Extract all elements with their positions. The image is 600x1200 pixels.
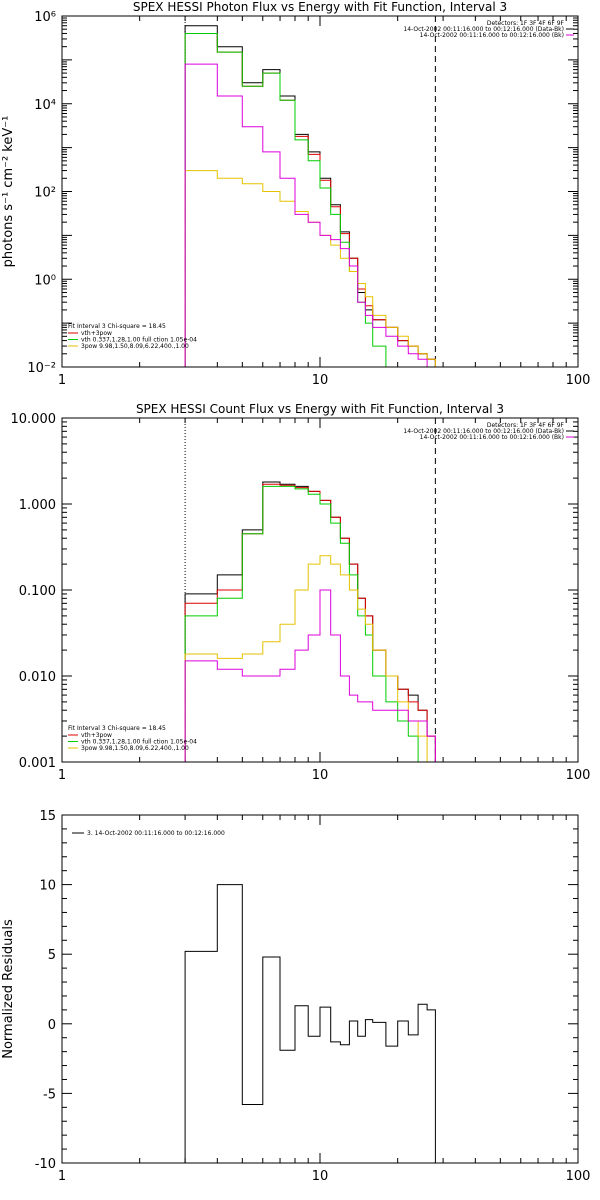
header-line-2: 14-Oct-2002 00:11:16.000 to 00:12:16.000…	[403, 428, 564, 435]
header-line-3: 14-Oct-2002 00:11:16.000 to 00:12:16.000…	[420, 32, 564, 39]
series-3-line	[184, 485, 436, 762]
chart-panel-3: Normalized Residuals 1 10 100 -10 -5 0 5 10 15 3. …	[1, 809, 590, 1184]
legend-title: Fit Interval 3 Chi-square = 18.45	[68, 323, 166, 330]
header-line-3: 14-Oct-2002 00:11:16.000 to 00:12:16.000…	[420, 434, 564, 441]
x-tick-label: 100	[566, 768, 591, 783]
series-4-line	[184, 555, 436, 762]
chart-title: SPEX HESSI Photon Flux vs Energy with Fi…	[133, 0, 507, 14]
x-tick-label: 10	[312, 1169, 329, 1184]
y-tick-label: 10⁰	[34, 273, 56, 288]
y-tick-label: 10	[39, 879, 56, 894]
y-tick-label: 15	[39, 809, 56, 824]
legend-entry-1: vth+3pow	[81, 330, 112, 337]
series-3-line	[184, 33, 399, 367]
x-tick-label: 100	[566, 1169, 591, 1184]
x-tick-label: 1	[58, 768, 66, 783]
series-1-line	[184, 884, 436, 1163]
header-line-1: Detectors: 1F 3F 4F 6F 9F	[487, 20, 565, 27]
series-5-line	[184, 589, 436, 762]
chart-title: SPEX HESSI Count Flux vs Energy with Fit…	[136, 402, 504, 416]
y-tick-label: -5	[43, 1087, 56, 1102]
plot-frame	[61, 417, 579, 763]
y-tick-label: 0.100	[19, 584, 56, 599]
x-tick-label: 10	[312, 768, 329, 783]
y-tick-label: 0.001	[19, 756, 56, 771]
y-tick-label: 0	[48, 1018, 56, 1033]
y-tick-label: 10⁻²	[27, 361, 56, 376]
header-line-2: 14-Oct-2002 00:11:16.000 to 00:12:16.000…	[403, 26, 564, 33]
legend-entry-3: 3pow 9.98,1.50,8.09,6.22,400.,1.00	[81, 343, 189, 350]
header-line-1: Detectors: 1F 3F 4F 6F 9F	[487, 422, 565, 429]
y-tick-label: 0.010	[19, 670, 56, 685]
x-tick-label: 1	[58, 1169, 66, 1184]
legend-entry-3: 3pow 9.98,1.50,8.09,6.22,400.,1.00	[81, 745, 189, 752]
y-tick-label: 10.000	[11, 412, 57, 427]
y-axis-label: Normalized Residuals	[1, 919, 16, 1059]
series-2-line	[184, 33, 436, 367]
plot-frame	[61, 814, 579, 1164]
legend-entry-1: vth+3pow	[81, 732, 112, 739]
x-tick-label: 1	[58, 373, 66, 388]
x-tick-label: 10	[312, 373, 329, 388]
plot-frame	[61, 15, 579, 368]
y-axis-label: photons s⁻¹ cm⁻² keV⁻¹	[1, 116, 16, 268]
y-tick-label: 10⁴	[34, 98, 56, 113]
series-5-line	[184, 63, 436, 367]
y-tick-label: 5	[48, 948, 56, 963]
legend-title: Fit Interval 3 Chi-square = 18.45	[68, 725, 166, 732]
series-2-line	[184, 483, 436, 762]
y-tick-label: -10	[35, 1157, 56, 1172]
y-tick-label: 10²	[34, 186, 56, 201]
series-1-line	[184, 481, 436, 762]
y-tick-label: 10⁶	[34, 10, 56, 25]
legend-entry-2: vth 0.337,1.28,1.00 full ction 1.05e-04	[81, 739, 197, 746]
chart-panel-1: SPEX HESSI Photon Flux vs Energy with Fi…	[1, 0, 591, 388]
chart-panel-2: SPEX HESSI Count Flux vs Energy with Fit…	[11, 402, 591, 783]
y-tick-label: 1.000	[19, 498, 56, 513]
x-tick-label: 100	[566, 373, 591, 388]
series-4-line	[184, 170, 436, 367]
series-1-line	[184, 25, 436, 367]
legend-entry-1: 3. 14-Oct-2002 00:11:16.000 to 00:12:16.…	[87, 830, 225, 837]
legend-entry-2: vth 0.337,1.28,1.00 full ction 1.05e-04	[81, 337, 197, 344]
